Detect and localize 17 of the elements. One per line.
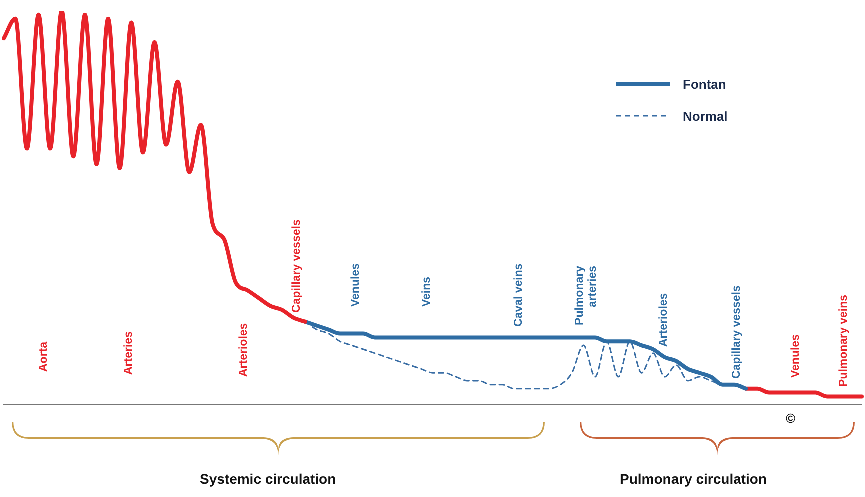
annotation: Arterioles — [238, 323, 251, 377]
annotation: Arteries — [123, 332, 136, 375]
annotation: Pulmonary veins — [838, 294, 851, 387]
annotation: Venules — [790, 334, 803, 378]
annotation: Capillary vessels — [731, 286, 744, 379]
annotation: Veins — [421, 276, 434, 307]
legend-label: Normal — [683, 108, 728, 124]
annotation: Caval veins — [513, 264, 526, 327]
annotation: Pulmonary arteries — [574, 266, 600, 326]
legend-label: Fontan — [683, 76, 726, 92]
annotation: Aorta — [38, 342, 51, 372]
annotation: Venules — [350, 264, 363, 307]
text: Pulmonary circulation — [620, 471, 768, 487]
text: Systemic circulation — [200, 471, 336, 487]
annotation: Capillary vessels — [291, 220, 304, 313]
text: © — [786, 411, 796, 426]
annotation: Arterioles — [658, 293, 671, 347]
